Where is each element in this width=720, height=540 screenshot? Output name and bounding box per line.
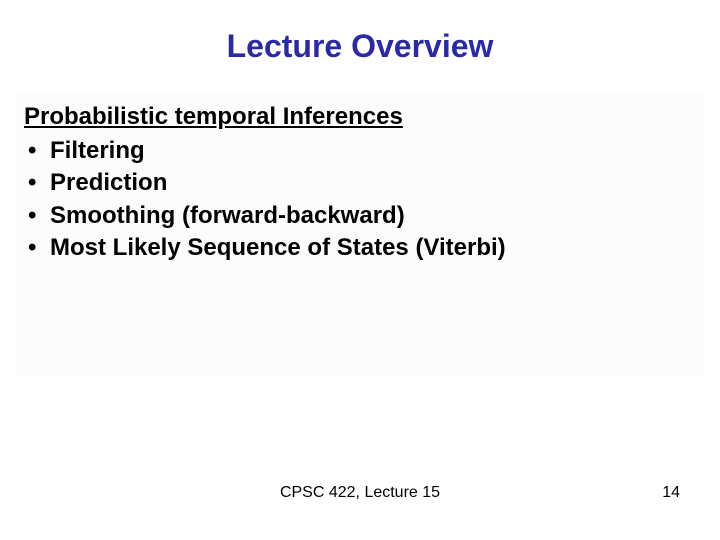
footer-center: CPSC 422, Lecture 15 bbox=[0, 484, 720, 502]
list-item-label: Filtering bbox=[50, 137, 145, 164]
page-number: 14 bbox=[662, 484, 680, 502]
list-item: •Filtering bbox=[24, 135, 696, 167]
bullet-list: •Filtering •Prediction •Smoothing (forwa… bbox=[24, 135, 696, 265]
content-box: Probabilistic temporal Inferences •Filte… bbox=[16, 93, 704, 375]
list-item: •Most Likely Sequence of States (Viterbi… bbox=[24, 232, 696, 264]
bullet-icon: • bbox=[28, 135, 50, 167]
slide-container: Lecture Overview Probabilistic temporal … bbox=[0, 0, 720, 540]
list-item: •Prediction bbox=[24, 167, 696, 199]
list-item-label: Most Likely Sequence of States (Viterbi) bbox=[50, 234, 506, 261]
bullet-icon: • bbox=[28, 200, 50, 232]
list-item-label: Prediction bbox=[50, 169, 167, 196]
slide-title: Lecture Overview bbox=[0, 0, 720, 85]
bullet-icon: • bbox=[28, 167, 50, 199]
section-heading: Probabilistic temporal Inferences bbox=[24, 103, 696, 131]
list-item: •Smoothing (forward-backward) bbox=[24, 200, 696, 232]
bullet-icon: • bbox=[28, 232, 50, 264]
list-item-label: Smoothing (forward-backward) bbox=[50, 202, 405, 229]
